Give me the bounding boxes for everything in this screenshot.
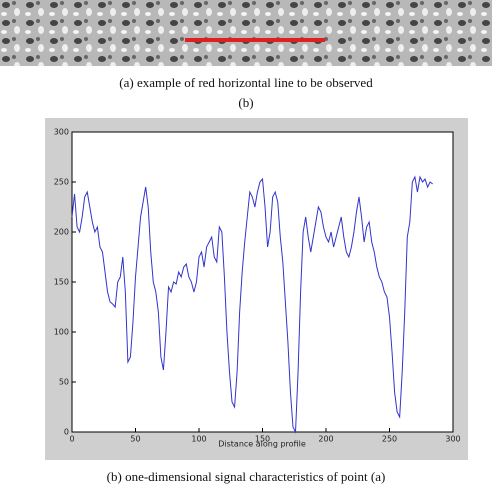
y-tick-label: 300 (54, 128, 69, 137)
x-tick-label: 50 (130, 435, 140, 444)
label-b: (b) (238, 95, 253, 110)
y-tick-label: 0 (64, 428, 69, 437)
x-axis-label: Distance along profile (218, 440, 306, 449)
caption-b: (b) one-dimensional signal characteristi… (107, 469, 386, 484)
x-tick-label: 100 (191, 435, 206, 444)
x-tick-label: 300 (445, 435, 460, 444)
x-tick-label: 0 (69, 435, 74, 444)
x-tick-label: 200 (318, 435, 333, 444)
sample-image (0, 0, 492, 66)
caption-a: (a) example of red horizontal line to be… (119, 75, 373, 90)
y-tick-label: 250 (54, 178, 69, 187)
y-tick-label: 150 (54, 278, 69, 287)
y-tick-label: 100 (54, 328, 69, 337)
x-tick-label: 150 (255, 435, 270, 444)
plot-area (71, 131, 454, 433)
x-tick-label: 250 (382, 435, 397, 444)
y-tick-label: 200 (54, 228, 69, 237)
y-tick-label: 50 (59, 378, 69, 387)
signal-line (71, 175, 433, 434)
